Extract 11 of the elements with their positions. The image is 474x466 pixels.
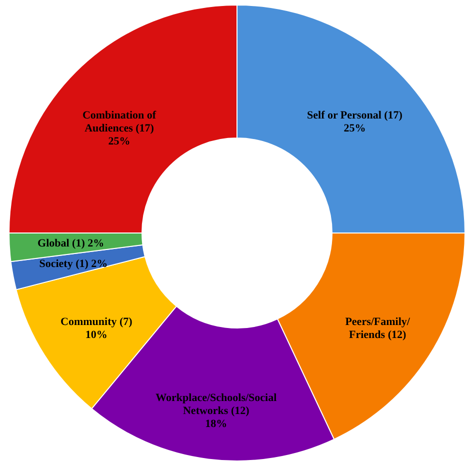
data-label: 25% bbox=[344, 122, 366, 134]
data-label: 18% bbox=[205, 418, 228, 430]
slice-label: Global (1) 2% bbox=[38, 237, 104, 250]
slice-label: Workplace/Schools/Social Networks (12) bbox=[156, 392, 277, 418]
slice-label: Society (1) 2% bbox=[39, 258, 108, 270]
slice-label: Community (7) bbox=[60, 316, 133, 328]
data-label: 10% bbox=[85, 329, 108, 342]
data-label: 25% bbox=[108, 135, 130, 148]
slice-label: Self or Personal (17) bbox=[307, 109, 403, 122]
slice-label: Peers/Family/ Friends (12) bbox=[345, 316, 411, 342]
slice-label: Combination of Audiences (17) bbox=[82, 109, 156, 134]
